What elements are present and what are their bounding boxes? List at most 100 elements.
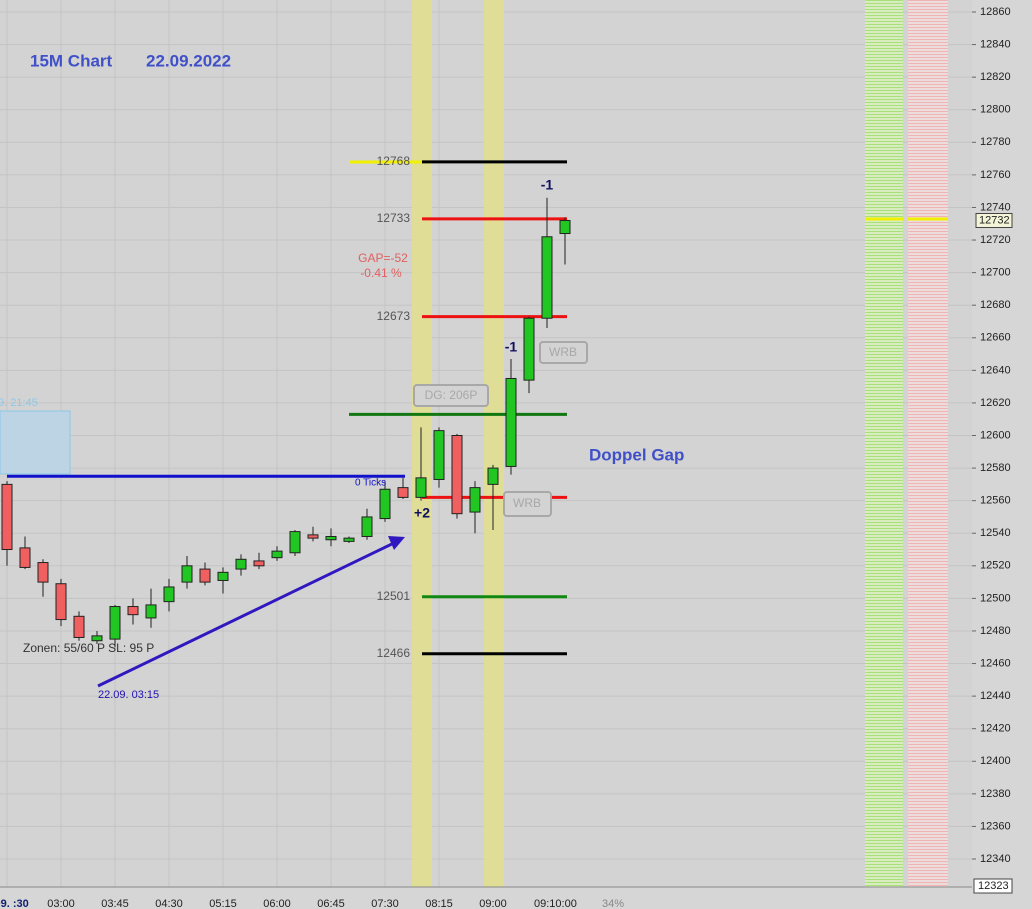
candle-body — [127, 606, 139, 616]
x-tick-label: 03:45 — [101, 898, 129, 909]
y-tick-label: 12640 — [980, 364, 1011, 376]
bottom-price: 12323 — [978, 880, 1009, 892]
y-tick-label: 12840 — [980, 38, 1011, 50]
y-tick-label: 12340 — [980, 853, 1011, 865]
candle-body — [325, 535, 337, 541]
wrb-label: WRB — [513, 496, 541, 510]
progress: 34% — [602, 898, 624, 909]
candle-body — [91, 635, 103, 642]
level-label: 12768 — [377, 154, 411, 168]
candle-body — [379, 488, 391, 520]
candle-body — [145, 604, 157, 619]
level-label: 12466 — [377, 646, 411, 660]
zone-label: 9. 21:45 — [0, 397, 38, 409]
y-tick-label: 12360 — [980, 820, 1011, 832]
y-tick-label: 12860 — [980, 6, 1011, 18]
candle-body — [253, 560, 265, 567]
dg-box — [413, 384, 489, 407]
candle-body — [307, 534, 319, 539]
x-tick-label: 2.09. :30 — [0, 898, 29, 909]
wrb-box — [539, 341, 588, 364]
wrb-box — [503, 491, 552, 517]
volume-band — [865, 0, 903, 887]
candle-body — [37, 562, 49, 583]
y-tick-label: 12760 — [980, 169, 1011, 181]
candle-body — [559, 219, 571, 235]
candle-body — [433, 430, 445, 480]
x-tick-label: 08:15 — [425, 898, 453, 909]
zone-box — [0, 410, 71, 475]
y-tick-label: 12400 — [980, 755, 1011, 767]
candle-body — [343, 537, 355, 542]
x-tick-label: 03:00 — [47, 898, 75, 909]
x-tick-label: 04:30 — [155, 898, 183, 909]
chart-title: 15M Chart — [30, 51, 113, 70]
time-band — [412, 0, 432, 887]
candle-body — [289, 531, 301, 554]
level-label: 12673 — [377, 309, 411, 323]
candle-body — [199, 568, 211, 583]
arrow — [97, 540, 397, 688]
dg-label: DG: 206P — [425, 388, 478, 402]
candle-body — [541, 236, 553, 319]
candle-body — [523, 317, 535, 381]
y-tick-label: 12380 — [980, 788, 1011, 800]
arrow-head — [388, 536, 405, 550]
candle-body — [415, 477, 427, 498]
y-tick-label: 12500 — [980, 592, 1011, 604]
y-tick-label: 12520 — [980, 560, 1011, 572]
candle-body — [271, 550, 283, 559]
last-price: 12732 — [979, 214, 1010, 226]
candle-body — [451, 435, 463, 515]
candle-body — [469, 487, 481, 513]
y-tick-label: 12540 — [980, 527, 1011, 539]
x-tick-label: 05:15 — [209, 898, 237, 909]
candle-body — [361, 516, 373, 537]
y-tick-label: 12620 — [980, 397, 1011, 409]
candle-body — [55, 583, 67, 621]
candle-body — [217, 571, 229, 581]
candle-body — [19, 547, 31, 568]
candle-body — [235, 558, 247, 570]
candle-body — [73, 615, 85, 638]
y-tick-label: 12740 — [980, 201, 1011, 213]
x-tick-label: 09:00 — [479, 898, 507, 909]
ticks-label: 0 Ticks — [355, 478, 386, 489]
y-tick-label: 12700 — [980, 267, 1011, 279]
candle-body — [487, 467, 499, 485]
y-tick-label: 12480 — [980, 625, 1011, 637]
price-box — [973, 878, 1013, 894]
candle-body — [505, 377, 517, 467]
candle-body — [109, 606, 121, 640]
level-label: 12501 — [377, 589, 411, 603]
y-tick-label: 12780 — [980, 136, 1011, 148]
candle-body — [163, 586, 175, 603]
x-tick-label: 07:30 — [371, 898, 399, 909]
y-tick-label: 12580 — [980, 462, 1011, 474]
y-tick-label: 12460 — [980, 657, 1011, 669]
wrb-label: WRB — [549, 345, 577, 359]
y-tick-label: 12720 — [980, 234, 1011, 246]
y-tick-label: 12800 — [980, 104, 1011, 116]
signal-label: -1 — [505, 339, 518, 355]
y-tick-label: 12420 — [980, 723, 1011, 735]
signal-label: -1 — [541, 177, 554, 193]
y-tick-label: 12820 — [980, 71, 1011, 83]
time-band — [484, 0, 504, 887]
chart-date: 22.09.2022 — [146, 51, 231, 70]
price-box — [975, 212, 1013, 228]
x-tick-label: 06:45 — [317, 898, 345, 909]
candle-body — [1, 483, 13, 551]
gap-label: GAP=-52 — [358, 251, 408, 265]
y-tick-label: 12660 — [980, 332, 1011, 344]
volume-band — [908, 0, 948, 887]
y-tick-label: 12560 — [980, 495, 1011, 507]
zonen-label: Zonen: 55/60 P SL: 95 P — [23, 641, 154, 655]
arrow-label: 22.09. 03:15 — [98, 689, 159, 701]
doppel-gap: Doppel Gap — [589, 445, 684, 464]
y-tick-label: 12440 — [980, 690, 1011, 702]
candle-body — [181, 565, 193, 583]
signal-label: +2 — [414, 505, 430, 521]
timer: 09:10:00 — [534, 898, 577, 909]
